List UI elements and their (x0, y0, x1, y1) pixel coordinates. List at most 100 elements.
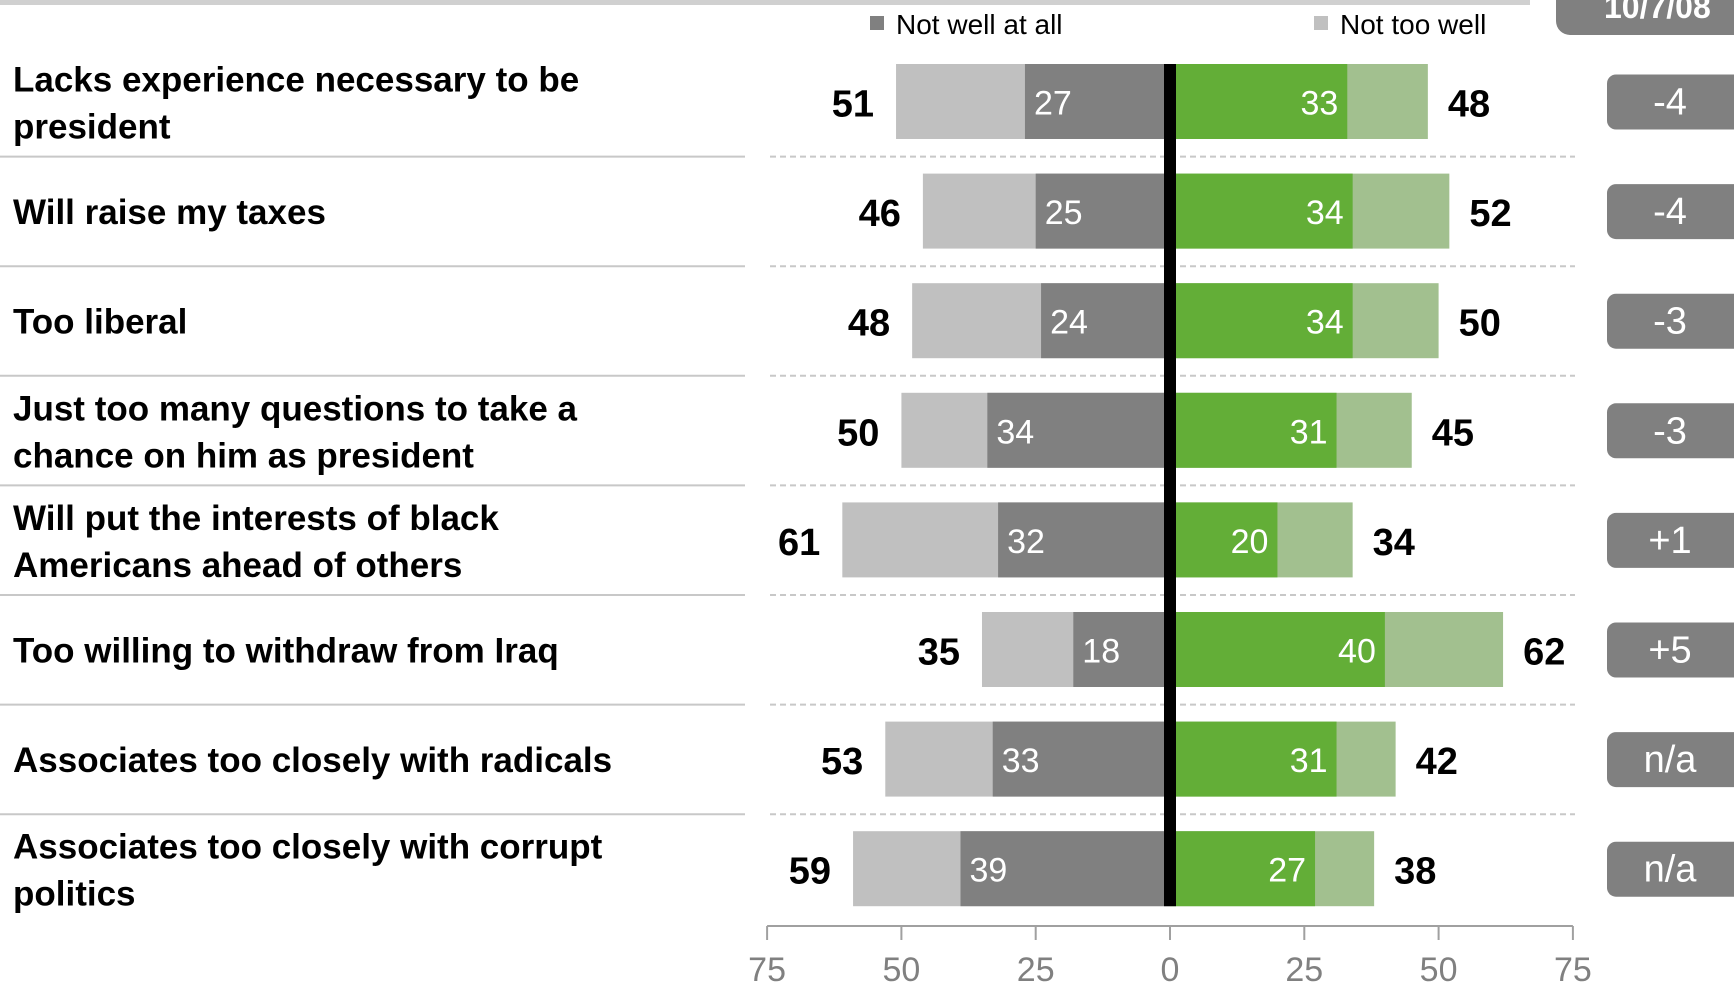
category-label: Will raise my taxes (13, 193, 326, 232)
x-tick-label: 25 (1285, 951, 1323, 989)
category-label: Lacks experience necessary to be presiden… (13, 61, 579, 147)
bar-right-strong (1170, 392, 1337, 468)
category-label-line: Will put the interests of black (13, 499, 499, 538)
x-tick-label: 50 (882, 951, 920, 989)
header-rule (0, 0, 1530, 5)
bar-right-total-label: 42 (1416, 741, 1458, 783)
bar-right-strong-label: 20 (1231, 523, 1269, 561)
bar-left-total-label: 35 (918, 632, 960, 674)
bar-left-total-label: 48 (848, 303, 890, 345)
change-badge-label: -3 (1653, 410, 1687, 452)
change-badge-label: +5 (1648, 630, 1691, 672)
bar-left-strong-label: 27 (1034, 85, 1072, 123)
category-label: Associates too closely with corrupt polit… (13, 828, 603, 914)
bar-left-strong-label: 34 (996, 413, 1034, 451)
category-label: Just too many questions to take a chance … (13, 389, 578, 475)
bar-left-total-label: 50 (837, 412, 879, 454)
change-badge-label: n/a (1644, 739, 1698, 781)
x-tick-label: 50 (1420, 951, 1458, 989)
category-label: Will put the interests of black Americans… (13, 499, 499, 585)
bar-right-strong-label: 27 (1268, 852, 1306, 890)
bar-right-total-label: 34 (1373, 522, 1415, 564)
category-label-line: Just too many questions to take a (13, 389, 578, 428)
bar-right-strong (1170, 283, 1353, 359)
bar-left-strong (998, 502, 1170, 578)
category-label-line: Too liberal (13, 303, 187, 342)
category-label: Too liberal (13, 303, 187, 342)
header-badge (1556, 0, 1734, 35)
change-badge (1607, 512, 1734, 568)
bar-left-strong-label: 25 (1045, 194, 1083, 232)
bar-left-strong (1024, 64, 1170, 139)
legend-label: Not well at all (896, 9, 1063, 40)
x-tick-label: 75 (748, 951, 786, 989)
bar-left-strong (1041, 283, 1170, 359)
category-label-line: Lacks experience necessary to be (13, 61, 579, 100)
bar-right-strong (1170, 173, 1353, 249)
bar-left-strong (1073, 612, 1170, 687)
category-label-line: Too willing to withdraw from Iraq (13, 632, 559, 671)
bar-right-strong-label: 40 (1338, 633, 1376, 671)
bar-left-strong-label: 33 (1002, 742, 1040, 780)
category-label: Too willing to withdraw from Iraq (13, 632, 559, 671)
bar-right-strong (1170, 502, 1278, 578)
bar-left-strong (992, 721, 1170, 797)
category-label-line: politics (13, 875, 136, 914)
bar-left-strong-label: 39 (969, 852, 1007, 890)
change-badge (1607, 622, 1734, 678)
bar-left-strong (960, 831, 1170, 907)
change-badge (1607, 732, 1734, 788)
x-tick-label: 25 (1017, 951, 1055, 989)
change-badge-label: -4 (1653, 191, 1687, 233)
change-badge (1607, 184, 1734, 240)
category-label: Associates too closely with radicals (13, 741, 612, 780)
change-badge (1607, 403, 1734, 459)
bar-right-total-label: 62 (1523, 632, 1565, 674)
bar-right-strong-label: 34 (1306, 194, 1344, 232)
x-tick-label: 0 (1161, 951, 1180, 989)
category-label-line: president (13, 108, 171, 147)
change-badge-label: -3 (1653, 301, 1687, 343)
bar-right-strong-label: 31 (1290, 742, 1328, 780)
bar-right-total-label: 45 (1432, 412, 1474, 454)
bar-left-total-label: 53 (821, 741, 863, 783)
change-badge-label: +1 (1648, 520, 1691, 562)
bar-right-strong (1170, 721, 1337, 797)
bar-left-strong-label: 32 (1007, 523, 1045, 561)
bar-left-total-label: 59 (789, 851, 831, 893)
bar-left-total-label: 46 (859, 193, 901, 235)
category-label-line: Associates too closely with radicals (13, 741, 612, 780)
change-badge (1607, 841, 1734, 897)
x-tick-label: 75 (1554, 951, 1592, 989)
bar-left-total-label: 61 (778, 522, 820, 564)
category-label-line: Americans ahead of others (13, 546, 462, 585)
change-badge (1607, 74, 1734, 130)
bar-left-strong-label: 24 (1050, 304, 1088, 342)
bar-right-total-label: 50 (1459, 303, 1501, 345)
bar-right-total-label: 38 (1394, 851, 1436, 893)
bar-right-total-label: 52 (1469, 193, 1511, 235)
bar-left-strong (1035, 173, 1170, 249)
bar-left-total-label: 51 (832, 84, 874, 126)
change-badge (1607, 293, 1734, 349)
bar-right-total-label: 48 (1448, 84, 1490, 126)
category-label-line: chance on him as president (13, 436, 474, 475)
category-label-line: Will raise my taxes (13, 193, 326, 232)
header-badge-text: 10/7/08 (1604, 0, 1711, 25)
zero-axis-line (1164, 64, 1176, 907)
change-badge-label: n/a (1644, 849, 1698, 891)
bar-right-strong-label: 33 (1300, 85, 1338, 123)
bar-left-strong-label: 18 (1082, 633, 1120, 671)
category-label-line: Associates too closely with corrupt (13, 828, 603, 867)
bar-right-strong-label: 34 (1306, 304, 1344, 342)
bar-left-strong (987, 392, 1170, 468)
legend-label: Not too well (1340, 9, 1486, 40)
legend-swatch (1314, 16, 1328, 30)
bar-right-strong (1170, 831, 1316, 907)
bar-right-strong (1170, 612, 1385, 687)
change-badge-label: -4 (1653, 82, 1687, 124)
bar-right-strong-label: 31 (1290, 413, 1328, 451)
legend-swatch (870, 16, 884, 30)
